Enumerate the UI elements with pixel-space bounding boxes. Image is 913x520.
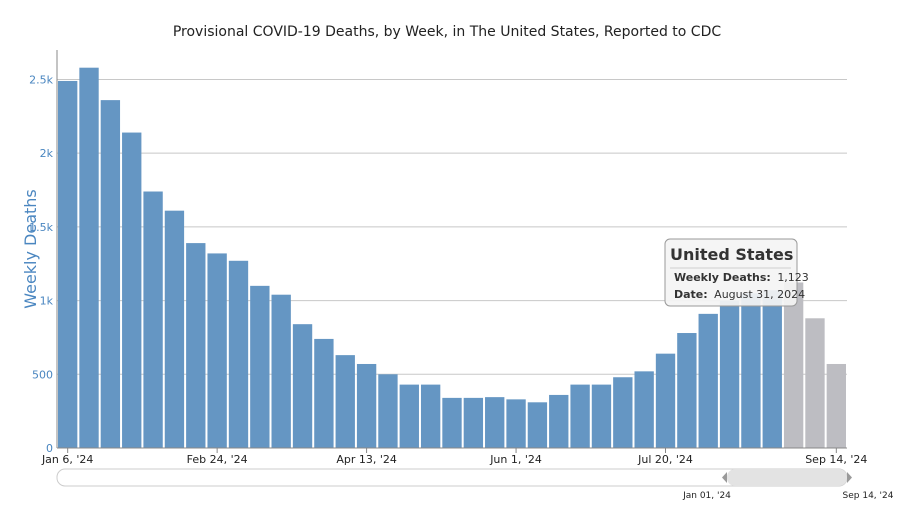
- x-tick-label: Sep 14, '24: [805, 453, 867, 466]
- bar[interactable]: [399, 384, 419, 448]
- bar[interactable]: [527, 402, 548, 448]
- bar[interactable]: [164, 210, 185, 448]
- bar[interactable]: [420, 384, 441, 448]
- bar-series[interactable]: [58, 67, 846, 449]
- y-tick-label: 2k: [40, 147, 54, 160]
- bar[interactable]: [698, 313, 718, 448]
- x-axis-ticks: Jan 6, '24 Feb 24, '24 Apr 13, '24 Jun 1, '…: [41, 448, 867, 466]
- tooltip-deaths-label: Weekly Deaths:: [674, 271, 771, 284]
- bar[interactable]: [356, 363, 377, 448]
- y-tick-label: 1.5k: [29, 221, 53, 234]
- tooltip: United States Weekly Deaths: 1,123 Date:…: [664, 238, 809, 307]
- bar[interactable]: [228, 260, 249, 448]
- tooltip-box: [664, 238, 798, 307]
- y-tick-label: 0: [46, 442, 53, 455]
- bar[interactable]: [122, 132, 142, 449]
- x-tick-label: Jul 20, '24: [637, 453, 693, 466]
- navigator-right-handle-icon[interactable]: [847, 472, 852, 483]
- bar[interactable]: [655, 353, 676, 448]
- bar[interactable]: [783, 282, 804, 448]
- bar[interactable]: [805, 318, 825, 448]
- bar[interactable]: [741, 293, 761, 448]
- y-tick-label: 1k: [40, 295, 54, 308]
- bar[interactable]: [143, 191, 163, 448]
- y-tick-label: 500: [32, 368, 53, 381]
- bar[interactable]: [549, 394, 569, 448]
- x-tick-label: Feb 24, '24: [187, 453, 248, 466]
- bar[interactable]: [250, 285, 270, 448]
- bar[interactable]: [762, 290, 782, 448]
- bar[interactable]: [100, 100, 121, 449]
- bar[interactable]: [719, 300, 740, 448]
- x-tick-label: Jan 6, '24: [41, 453, 93, 466]
- bar[interactable]: [378, 374, 398, 448]
- bar[interactable]: [271, 294, 291, 448]
- bar[interactable]: [591, 384, 612, 448]
- bar[interactable]: [485, 397, 505, 448]
- bar[interactable]: [58, 80, 78, 449]
- chart-title: Provisional COVID-19 Deaths, by Week, in…: [173, 24, 722, 40]
- y-tick-label: 2.5k: [29, 73, 53, 86]
- bar[interactable]: [79, 67, 99, 448]
- tooltip-date-value: August 31, 2024: [714, 288, 805, 301]
- range-navigator[interactable]: Jan 01, '24 Sep 14, '24: [56, 468, 894, 501]
- navigator-selection[interactable]: [727, 469, 847, 486]
- tooltip-deaths-value: 1,123: [777, 271, 809, 284]
- bar[interactable]: [463, 397, 484, 448]
- bar[interactable]: [677, 333, 697, 448]
- x-tick-label: Jun 1, '24: [489, 453, 542, 466]
- bar[interactable]: [186, 243, 206, 448]
- bar[interactable]: [292, 324, 313, 448]
- bar[interactable]: [634, 371, 654, 448]
- y-axis-ticks: 0 500 1k 1.5k 2k 2.5k: [29, 73, 53, 455]
- navigator-left-handle-icon[interactable]: [722, 472, 727, 483]
- bar[interactable]: [826, 363, 846, 448]
- bar[interactable]: [613, 377, 633, 448]
- bar[interactable]: [335, 355, 355, 448]
- bar[interactable]: [314, 338, 334, 448]
- bar[interactable]: [207, 253, 227, 448]
- tooltip-line-date: Date: August 31, 2024: [674, 288, 805, 301]
- tooltip-line-deaths: Weekly Deaths: 1,123: [674, 271, 809, 284]
- tooltip-title: United States: [670, 245, 793, 264]
- navigator-end-label: Sep 14, '24: [843, 491, 894, 501]
- y-axis-label: Weekly Deaths: [21, 189, 40, 309]
- x-tick-label: Apr 13, '24: [336, 453, 397, 466]
- navigator-start-label: Jan 01, '24: [682, 491, 731, 501]
- bar[interactable]: [442, 397, 462, 448]
- tooltip-date-label: Date:: [674, 288, 708, 301]
- bar[interactable]: [506, 399, 526, 448]
- bar[interactable]: [570, 384, 590, 448]
